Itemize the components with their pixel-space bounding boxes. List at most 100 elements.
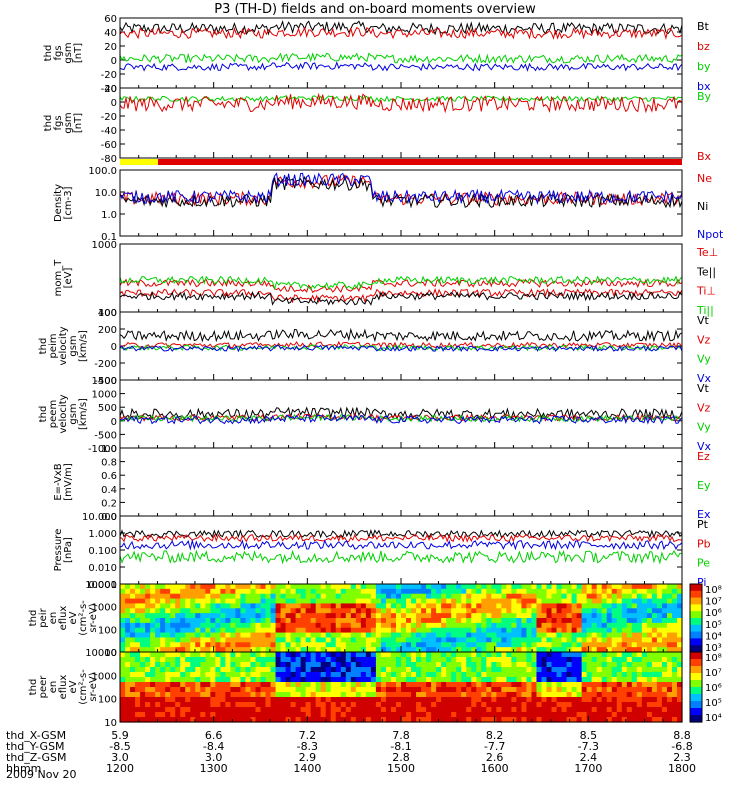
spectrogram-cell: [185, 667, 191, 673]
spectrogram-cell: [265, 598, 272, 605]
spectrogram-cell: [536, 632, 543, 639]
spectrogram-cell: [431, 603, 437, 609]
spectrogram-cell: [125, 584, 131, 590]
spectrogram-cell: [170, 627, 176, 634]
spectrogram-cell: [390, 618, 397, 624]
spectrogram-cell: [280, 588, 287, 595]
spectrogram-cell: [225, 608, 231, 614]
spectrogram-cell: [526, 627, 533, 634]
spectrogram-cell: [145, 682, 151, 688]
spectrogram-cell: [501, 677, 507, 683]
spectrogram-cell: [476, 697, 482, 703]
spectrogram-cell: [385, 613, 392, 619]
spectrogram-cell: [290, 637, 297, 643]
spectrogram-cell: [265, 603, 272, 609]
spectrogram-cell: [486, 667, 492, 673]
spectrogram-cell: [561, 593, 568, 600]
colorbar-segment: [690, 584, 702, 587]
spectrogram-cell: [155, 697, 161, 703]
spectrogram-cell: [150, 598, 156, 605]
spectrogram-cell: [360, 702, 367, 708]
spectrogram-cell: [441, 677, 447, 683]
spectrogram-cell: [496, 588, 502, 595]
spectrogram-cell: [581, 647, 588, 653]
spectrogram-cell: [606, 622, 613, 629]
spectrogram-cell: [526, 672, 533, 678]
spectrogram-cell: [395, 677, 402, 683]
colorbar-tick-label: 10⁷: [705, 668, 722, 679]
spectrogram-cell: [235, 717, 242, 723]
spectrogram-cell: [401, 637, 407, 643]
spectrogram-cell: [210, 647, 216, 653]
spectrogram-cell: [335, 598, 342, 605]
spectrogram-cell: [606, 687, 613, 693]
spectrogram-cell: [170, 657, 176, 663]
spectrogram-cell: [250, 712, 257, 718]
spectrogram-cell: [255, 682, 262, 688]
spectrogram-cell: [320, 593, 327, 600]
spectrogram-cell: [275, 682, 282, 688]
spectrogram-cell: [210, 682, 216, 688]
colorbar-frame: [689, 651, 703, 723]
spectrogram-cell: [310, 687, 317, 693]
spectrogram-cell: [536, 584, 543, 590]
spectrogram-cell: [536, 672, 543, 678]
spectrogram-cell: [290, 618, 297, 624]
spectrogram-cell: [576, 657, 583, 663]
spectrogram-cell: [195, 618, 201, 624]
spectrogram-cell: [255, 662, 262, 668]
spectrogram-cell: [395, 642, 402, 648]
spectrogram-cell: [521, 712, 528, 718]
spectrogram-cell: [165, 593, 171, 600]
spectrogram-cell: [626, 697, 633, 703]
spectrogram-cell: [360, 662, 367, 668]
y-tick-label: 0: [111, 417, 117, 428]
spectrogram-cell: [340, 667, 347, 673]
spectrogram-cell: [521, 603, 528, 609]
spectrogram-cell: [175, 588, 181, 595]
spectrogram-cell: [521, 717, 528, 723]
y-tick-label: 60: [104, 14, 117, 25]
spectrogram-cell: [270, 584, 277, 590]
spectrogram-cell: [671, 672, 678, 678]
spectrogram-cell: [305, 608, 312, 614]
spectrogram-cell: [135, 697, 141, 703]
spectrogram-cell: [676, 697, 683, 703]
spectrogram-cell: [436, 613, 442, 619]
spectrogram-cell: [656, 717, 663, 723]
spectrogram-cell: [676, 647, 683, 653]
spectrogram-cell: [456, 642, 462, 648]
spectrogram-cell: [370, 702, 377, 708]
spectrogram-cell: [626, 632, 633, 639]
spectrogram-cell: [360, 667, 367, 673]
spectrogram-cell: [260, 672, 267, 678]
spectrogram-cell: [220, 657, 226, 663]
spectrogram-cell: [395, 657, 402, 663]
spectrogram-cell: [506, 702, 512, 708]
spectrogram-cell: [160, 717, 166, 723]
spectrogram-cell: [150, 647, 156, 653]
spectrogram-cell: [471, 608, 477, 614]
spectrogram-cell: [421, 682, 427, 688]
spectrogram-cell: [581, 613, 588, 619]
colorbar-segment: [690, 673, 702, 676]
spectrogram-cell: [616, 613, 623, 619]
spectrogram-cell: [626, 584, 633, 590]
spectrogram-cell: [676, 584, 683, 590]
spectrogram-cell: [526, 618, 533, 624]
spectrogram-cell: [210, 652, 216, 658]
spectrogram-cell: [406, 682, 412, 688]
spectrogram-cell: [431, 662, 437, 668]
spectrogram-cell: [290, 682, 297, 688]
spectrogram-cell: [661, 622, 668, 629]
spectrogram-cell: [531, 682, 538, 688]
spectrogram-cell: [641, 707, 648, 713]
spectrogram-cell: [305, 707, 312, 713]
spectrogram-cell: [335, 584, 342, 590]
spectrogram-cell: [120, 692, 126, 698]
spectrogram-cell: [471, 697, 477, 703]
spectrogram-cell: [631, 707, 638, 713]
spectrogram-cell: [576, 593, 583, 600]
spectrogram-cell: [205, 627, 211, 634]
spectrogram-cell: [486, 657, 492, 663]
